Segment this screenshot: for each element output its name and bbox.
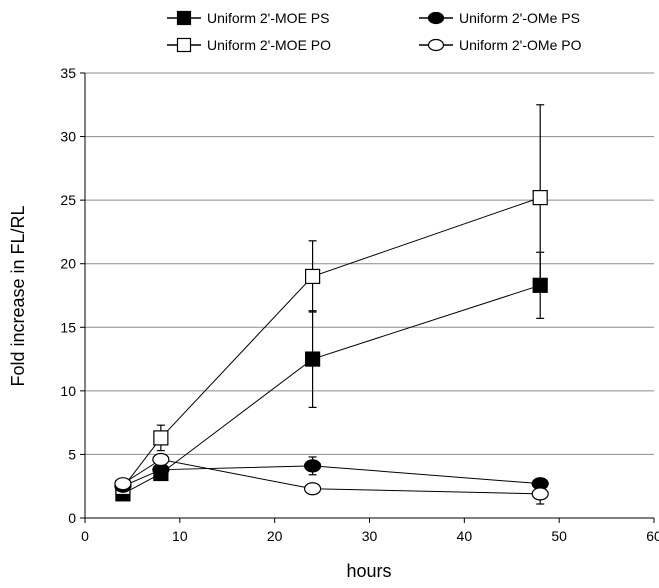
x-tick-label: 40 [457,528,473,544]
series-line [122,458,541,495]
x-tick-label: 20 [267,528,283,544]
data-point [304,482,322,496]
x-tick-label: 30 [362,528,378,544]
series-3 [114,456,549,493]
x-tick-label: 50 [551,528,567,544]
x-tick-label: 0 [81,528,89,544]
y-tick-label: 10 [60,383,76,399]
series-2 [115,104,548,496]
series-line [122,284,541,495]
data-point [305,268,321,285]
legend-marker [176,10,192,26]
legend-marker [427,38,445,52]
legend-label: Uniform 2'-MOE PS [207,10,329,26]
legend-item: Uniform 2'-MOE PO [167,37,331,53]
y-tick-label: 25 [60,192,76,208]
legend-item: Uniform 2'-MOE PS [167,10,329,26]
y-tick-label: 35 [60,65,76,81]
x-axis-title: hours [346,561,391,581]
data-point [532,190,548,206]
series-group [114,104,549,505]
data-point [531,487,549,501]
data-point [304,459,322,473]
y-tick-label: 5 [68,446,76,462]
legend: Uniform 2'-MOE PS Uniform 2'-MOE PO Unifor… [167,10,582,53]
data-point [305,351,321,367]
axes: 0 5 10 15 20 25 30 35 0 10 20 30 40 50 60 [60,65,659,544]
gridlines [85,72,654,455]
series-line [122,197,541,488]
legend-label: Uniform 2'-OMe PS [459,10,580,26]
y-axis-title: Fold increase in FL/RL [8,205,28,386]
x-tick-label: 60 [646,528,659,544]
legend-item: Uniform 2'-OMe PS [419,10,580,26]
y-tick-label: 20 [60,256,76,272]
y-tick-label: 30 [60,129,76,145]
x-tick-label: 10 [172,528,188,544]
series-line [122,465,541,487]
legend-label: Uniform 2'-OMe PO [459,37,582,53]
y-tick-label: 15 [60,319,76,335]
legend-label: Uniform 2'-MOE PO [207,37,331,53]
series-4 [114,452,549,505]
legend-marker [427,11,445,25]
data-point [152,452,170,467]
data-point [114,477,132,491]
data-point [153,430,169,446]
legend-item: Uniform 2'-OMe PO [419,37,582,53]
legend-marker [176,37,192,53]
y-tick-label: 0 [68,510,76,526]
